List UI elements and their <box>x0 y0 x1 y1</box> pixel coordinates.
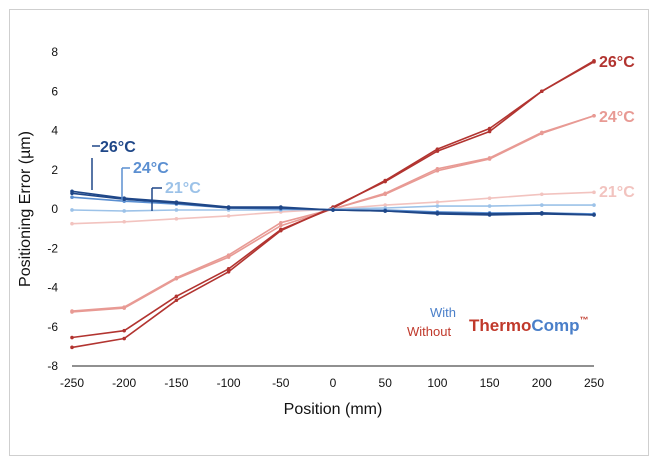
x-tick-label: -100 <box>217 376 241 390</box>
data-point <box>592 113 596 118</box>
x-axis-title: Position (mm) <box>284 401 383 418</box>
data-point <box>487 196 492 201</box>
y-tick-label: 0 <box>51 202 58 216</box>
data-point <box>383 179 388 184</box>
x-tick-label: 0 <box>330 376 337 390</box>
data-point <box>70 335 74 340</box>
data-point <box>174 208 179 212</box>
data-point <box>540 192 544 197</box>
y-tick-label: 4 <box>51 124 58 138</box>
data-point <box>70 310 74 314</box>
data-point <box>279 206 283 210</box>
data-point <box>383 203 388 207</box>
data-point <box>383 192 388 197</box>
data-point <box>279 223 283 228</box>
data-point <box>435 200 440 204</box>
legend-brand-tm: ™ <box>580 315 589 325</box>
data-point <box>592 213 596 217</box>
legend-brand-comp: Comp <box>531 316 579 335</box>
data-point <box>226 270 231 274</box>
x-tick-label: 250 <box>584 376 604 390</box>
data-point <box>279 228 283 233</box>
label-without-24: 24°C <box>599 109 635 126</box>
y-tick-label: -4 <box>47 281 58 295</box>
data-point <box>226 255 231 259</box>
label-without-21: 21°C <box>599 184 635 201</box>
data-point <box>174 201 179 205</box>
data-point <box>435 149 440 153</box>
data-point <box>226 206 231 210</box>
x-tick-label: 100 <box>427 376 447 390</box>
data-point <box>487 126 492 131</box>
y-tick-label: -6 <box>47 320 58 334</box>
data-point <box>331 208 335 212</box>
data-point <box>435 168 440 173</box>
data-point <box>383 209 388 213</box>
data-point <box>122 328 126 333</box>
label-with-26: 26°C <box>100 139 136 156</box>
x-tick-label: -150 <box>164 376 188 390</box>
data-point <box>279 220 283 225</box>
data-point <box>540 203 544 207</box>
legend-brand: ThermoComp™ <box>469 315 589 335</box>
x-tick-label: 150 <box>480 376 500 390</box>
data-point <box>174 276 179 281</box>
data-point <box>226 214 231 218</box>
data-point <box>122 209 126 213</box>
legend-with: With <box>430 305 456 320</box>
series-layer <box>70 59 596 350</box>
data-point <box>592 59 596 63</box>
x-tick-label: 50 <box>379 376 393 390</box>
y-tick-label: 2 <box>51 163 58 177</box>
annotations: 26°C 24°C 21°C 26°C 24°C 21°C With Witho… <box>91 54 635 339</box>
label-with-24: 24°C <box>133 160 169 177</box>
y-tick-label: -2 <box>47 241 58 255</box>
data-point <box>122 306 126 310</box>
chart-frame <box>9 9 649 456</box>
series-line <box>71 60 595 349</box>
x-tick-label: -200 <box>112 376 136 390</box>
data-point <box>487 204 492 208</box>
data-point <box>540 211 544 215</box>
data-point <box>592 203 596 207</box>
data-point <box>435 204 440 208</box>
axes: -8 -6 -4 -2 0 2 4 6 8 -250 -200 -150 -100 -50 0 50 100 15… <box>17 45 604 418</box>
y-tick-label: 8 <box>51 45 58 59</box>
data-point <box>540 89 544 94</box>
label-with-21: 21°C <box>165 180 201 197</box>
data-point <box>174 217 179 221</box>
y-tick-label: -8 <box>47 359 58 373</box>
data-point <box>487 212 492 216</box>
x-tick-label: -250 <box>60 376 84 390</box>
data-point <box>70 208 74 212</box>
data-point <box>174 298 179 303</box>
data-point <box>174 294 179 299</box>
legend-brand-thermo: Thermo <box>469 316 531 335</box>
data-point <box>435 211 440 215</box>
data-point <box>540 131 544 136</box>
x-tick-label: 200 <box>532 376 552 390</box>
data-point <box>487 129 492 134</box>
legend-without: Without <box>407 324 451 339</box>
y-axis-title: Positioning Error (µm) <box>17 131 34 287</box>
data-point <box>226 267 231 271</box>
data-point <box>70 345 74 350</box>
y-tick-label: 6 <box>51 84 58 98</box>
data-point <box>122 219 126 224</box>
data-point <box>70 191 74 196</box>
data-point <box>592 190 596 195</box>
x-tick-label: -50 <box>272 376 290 390</box>
data-point <box>122 197 126 201</box>
data-point <box>487 157 492 161</box>
data-point <box>70 195 74 200</box>
data-point <box>122 336 126 341</box>
label-without-26: 26°C <box>599 54 635 71</box>
data-point <box>70 221 74 226</box>
